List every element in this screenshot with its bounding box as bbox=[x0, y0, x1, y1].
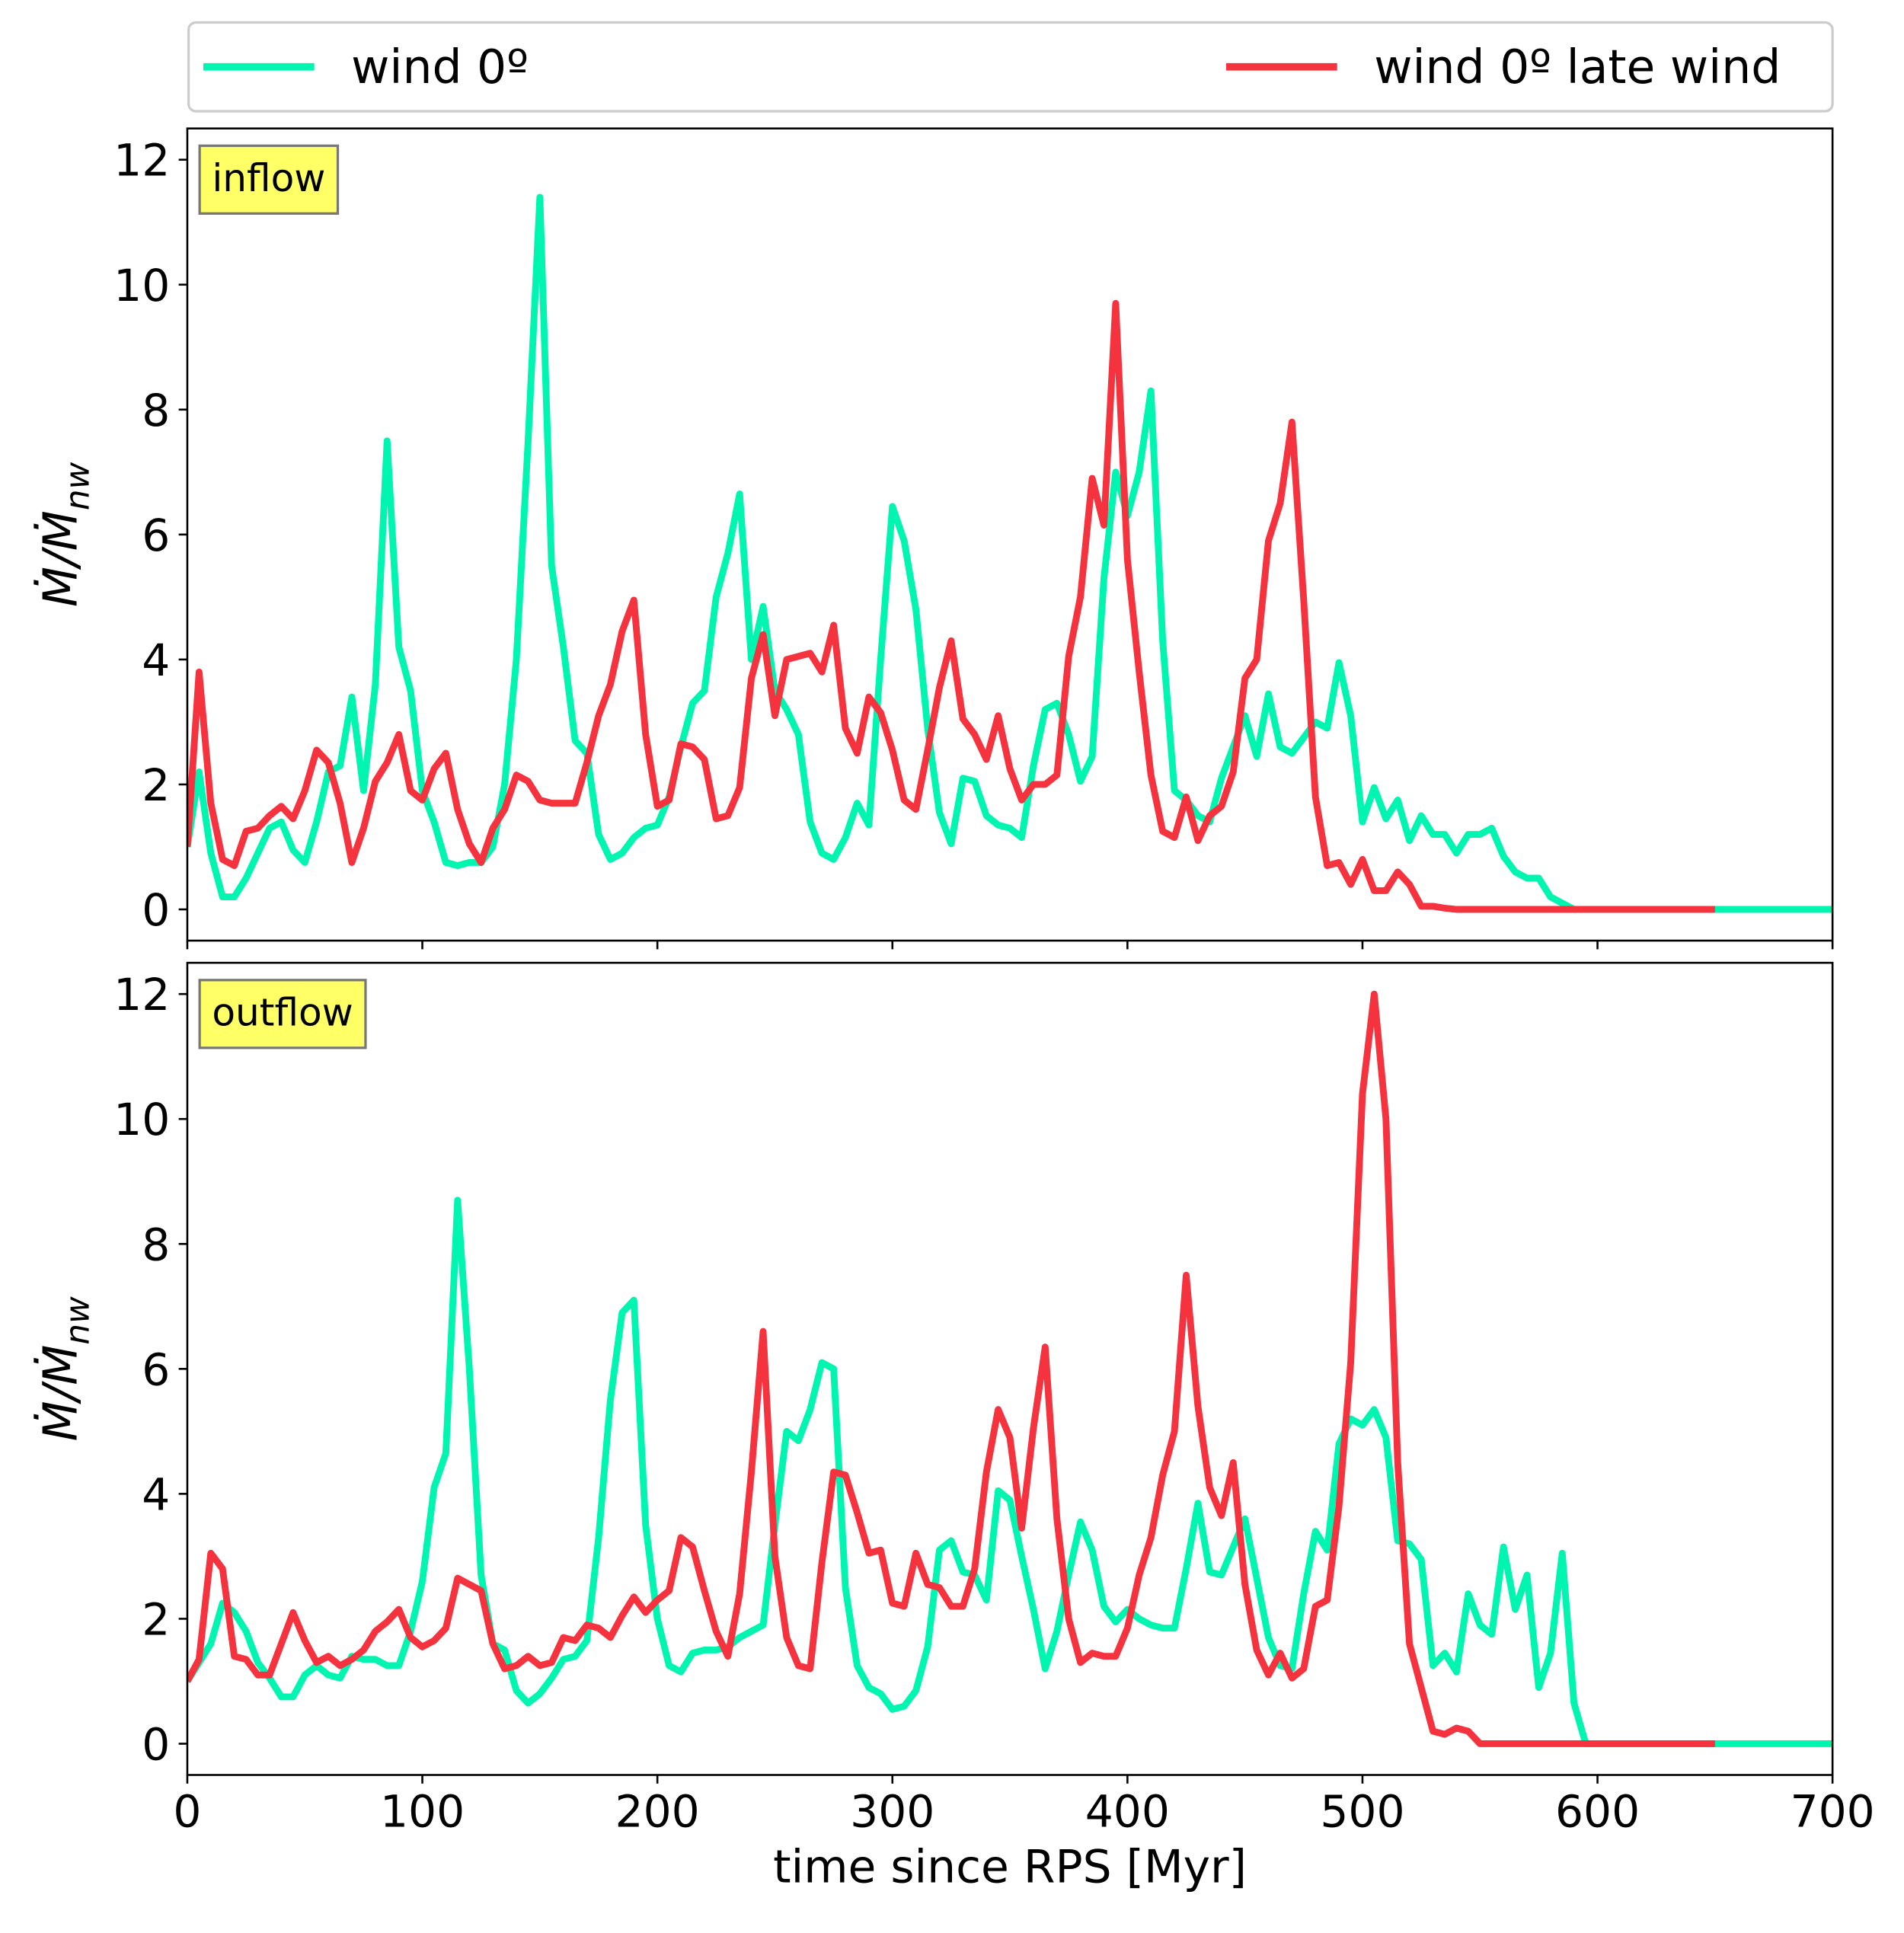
y-tick-label: 12 bbox=[113, 969, 170, 1021]
y-tick-label: 4 bbox=[142, 634, 170, 686]
y-tick-label: 10 bbox=[113, 1094, 170, 1145]
data-line bbox=[187, 299, 1715, 913]
series bbox=[187, 299, 1715, 913]
y-tick-label: 6 bbox=[142, 510, 170, 561]
series bbox=[187, 990, 1715, 1747]
y-axis-label: Ṁ/Ṁnw bbox=[33, 1296, 97, 1441]
y-label-sub: nw bbox=[59, 1296, 97, 1345]
y-tick-label: 8 bbox=[142, 385, 170, 436]
annotation: outflow bbox=[212, 990, 353, 1035]
y-tick-label: 8 bbox=[142, 1219, 170, 1270]
y-tick-label: 12 bbox=[113, 135, 170, 187]
y-tick-label: 2 bbox=[142, 1593, 170, 1645]
y-tick-label: 2 bbox=[142, 759, 170, 811]
x-tick-label: 200 bbox=[615, 1785, 700, 1837]
annotation: inflow bbox=[212, 155, 325, 200]
data-line bbox=[187, 1197, 1833, 1747]
annotation-box bbox=[198, 144, 340, 215]
y-axis-label: Ṁ/Ṁnw bbox=[33, 462, 97, 606]
annotation-box bbox=[198, 979, 367, 1050]
y-tick-label: 0 bbox=[142, 1719, 170, 1771]
y-tick-label: 0 bbox=[142, 884, 170, 936]
legend-label: wind 0º bbox=[351, 40, 529, 94]
y-label-main: Ṁ/Ṁ bbox=[33, 1345, 88, 1442]
data-line bbox=[187, 990, 1715, 1747]
x-axis-label: time since RPS [Myr] bbox=[773, 1840, 1247, 1893]
x-tick-label: 100 bbox=[380, 1785, 465, 1837]
x-tick-label: 700 bbox=[1791, 1785, 1875, 1837]
y-tick-label: 10 bbox=[113, 260, 170, 312]
x-tick-label: 300 bbox=[850, 1785, 934, 1837]
y-label-main: Ṁ/Ṁ bbox=[33, 510, 88, 607]
x-tick-label: 0 bbox=[173, 1785, 201, 1837]
y-tick-label: 4 bbox=[142, 1468, 170, 1520]
series bbox=[187, 1197, 1833, 1747]
x-tick-label: 600 bbox=[1555, 1785, 1640, 1837]
series bbox=[187, 193, 1833, 913]
legend-label: wind 0º late wind bbox=[1374, 40, 1781, 94]
x-tick-label: 400 bbox=[1085, 1785, 1170, 1837]
axes-frame bbox=[186, 961, 1834, 1776]
legend-box bbox=[187, 21, 1834, 113]
y-label-sub: nw bbox=[59, 462, 97, 510]
data-line bbox=[187, 193, 1833, 913]
x-tick-label: 500 bbox=[1320, 1785, 1404, 1837]
y-tick-label: 6 bbox=[142, 1344, 170, 1395]
